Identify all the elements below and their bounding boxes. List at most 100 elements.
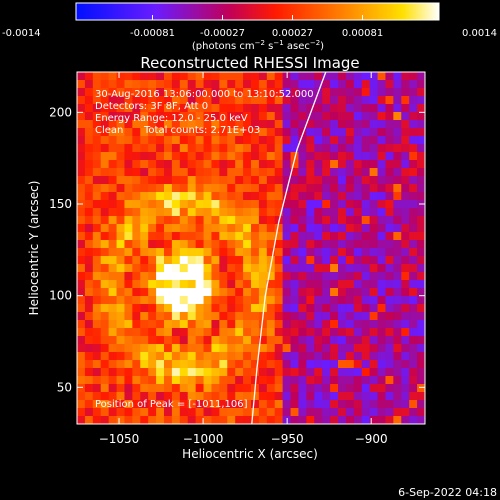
heatmap-cell: [401, 200, 410, 209]
heatmap-cell: [211, 208, 220, 217]
heatmap-cell: [385, 288, 394, 297]
heatmap-cell: [164, 88, 173, 97]
heatmap-cell: [345, 328, 355, 337]
heatmap-cell: [195, 192, 204, 201]
heatmap-cell: [385, 328, 394, 337]
heatmap-cell: [156, 320, 165, 329]
heatmap-cell: [345, 96, 355, 105]
heatmap-cell: [298, 320, 307, 329]
heatmap-cell: [179, 360, 189, 369]
heatmap-cell: [92, 288, 102, 297]
heatmap-cell: [338, 96, 347, 105]
heatmap-cell: [298, 224, 307, 233]
heatmap-cell: [345, 112, 355, 121]
heatmap-cell: [100, 88, 110, 97]
heatmap-cell: [179, 72, 189, 81]
heatmap-cell: [314, 400, 323, 409]
heatmap-cell: [282, 240, 291, 249]
heatmap-cell: [179, 152, 189, 161]
heatmap-cell: [195, 184, 204, 193]
heatmap-cell: [322, 360, 331, 369]
heatmap-cell: [84, 264, 94, 273]
heatmap-cell: [140, 352, 149, 361]
heatmap-cell: [353, 128, 363, 137]
heatmap-cell: [108, 168, 117, 177]
heatmap-cell: [306, 328, 315, 337]
heatmap-cell: [274, 376, 284, 385]
heatmap-cell: [171, 144, 181, 153]
heatmap-cell: [361, 184, 371, 193]
heatmap-cell: [148, 392, 157, 401]
heatmap-cell: [306, 80, 315, 89]
heatmap-cell: [116, 336, 125, 345]
annotation-method: Clean: [95, 125, 123, 136]
heatmap-cell: [393, 328, 402, 337]
heatmap-cell: [409, 256, 418, 265]
heatmap-cell: [179, 312, 189, 321]
heatmap-cell: [417, 248, 425, 257]
heatmap-cell: [195, 200, 204, 209]
heatmap-cell: [219, 360, 228, 369]
heatmap-cell: [171, 104, 181, 113]
heatmap-cell: [417, 392, 425, 401]
heatmap-cell: [266, 416, 276, 424]
heatmap-cell: [298, 408, 307, 417]
heatmap-cell: [235, 344, 244, 353]
heatmap-cell: [227, 128, 236, 137]
heatmap-cell: [338, 280, 347, 289]
heatmap-cell: [124, 392, 133, 401]
heatmap-cell: [179, 328, 189, 337]
heatmap-cell: [100, 224, 110, 233]
annotation-total-counts: Total counts: 2.71E+03: [143, 125, 260, 136]
heatmap-cell: [266, 128, 276, 137]
heatmap-cell: [92, 328, 102, 337]
heatmap-cell: [219, 136, 228, 145]
heatmap-cell: [274, 272, 284, 281]
heatmap-cell: [306, 240, 315, 249]
heatmap-cell: [274, 256, 284, 265]
heatmap-cell: [330, 104, 339, 113]
heatmap-cell: [306, 152, 315, 161]
heatmap-cell: [385, 368, 394, 377]
heatmap-cell: [338, 376, 347, 385]
heatmap-cell: [290, 208, 299, 217]
heatmap-cell: [306, 352, 315, 361]
heatmap-cell: [227, 280, 236, 289]
heatmap-cell: [417, 320, 425, 329]
heatmap-cell: [116, 360, 125, 369]
heatmap-cell: [353, 256, 363, 265]
heatmap-cell: [203, 112, 212, 121]
heatmap-cell: [164, 400, 173, 409]
heatmap-cell: [369, 104, 378, 113]
heatmap-cell: [203, 392, 212, 401]
heatmap-cell: [385, 136, 394, 145]
heatmap-cell: [338, 360, 347, 369]
heatmap-cell: [385, 208, 394, 217]
heatmap-cell: [385, 392, 394, 401]
heatmap-cell: [377, 120, 386, 129]
heatmap-cell: [243, 80, 252, 89]
heatmap-cell: [203, 192, 212, 201]
heatmap-cell: [108, 296, 117, 305]
heatmap-cell: [417, 272, 425, 281]
heatmap-cell: [84, 80, 94, 89]
heatmap-cell: [179, 208, 189, 217]
heatmap-cell: [369, 336, 378, 345]
heatmap-cell: [330, 352, 339, 361]
heatmap-cell: [187, 344, 197, 353]
heatmap-cell: [203, 408, 212, 417]
heatmap-cell: [140, 248, 149, 257]
heatmap-cell: [306, 176, 315, 185]
heatmap-cell: [92, 264, 102, 273]
heatmap-cell: [203, 128, 212, 137]
heatmap-cell: [274, 160, 284, 169]
heatmap-cell: [116, 176, 125, 185]
heatmap-cell: [345, 104, 355, 113]
heatmap-cell: [156, 200, 165, 209]
heatmap-cell: [203, 400, 212, 409]
heatmap-cell: [322, 336, 331, 345]
heatmap-cell: [377, 264, 386, 273]
heatmap-cell: [148, 328, 157, 337]
heatmap-cell: [243, 384, 252, 393]
heatmap-cell: [171, 152, 181, 161]
